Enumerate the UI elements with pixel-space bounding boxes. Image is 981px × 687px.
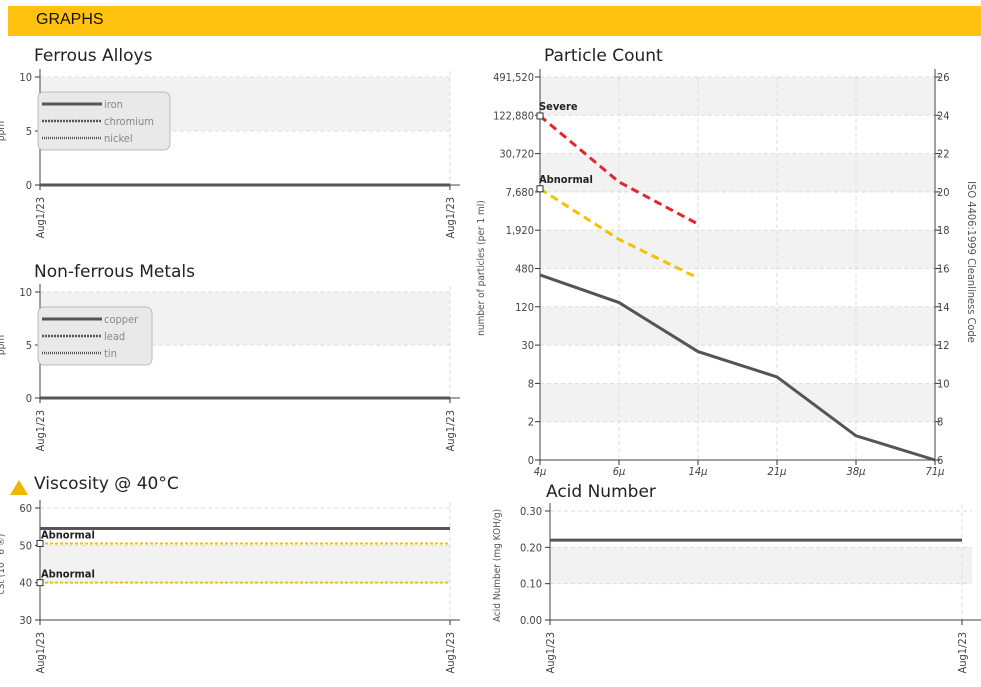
- viscosity-ytick-label: 60: [19, 502, 32, 515]
- ferrous-xtick-label: Aug1/23: [34, 197, 47, 239]
- nonferrous-y-axis-label: ppm: [0, 335, 7, 355]
- nonferrous-legend-label: copper: [104, 313, 139, 326]
- chart-title-particle: Particle Count: [544, 46, 663, 66]
- particle-limit-label: Abnormal: [539, 173, 593, 186]
- ferrous-legend-label: nickel: [104, 132, 133, 145]
- nonferrous-ytick-label: 0: [26, 392, 32, 405]
- particle-ytick-right-label: 8: [937, 416, 943, 429]
- particle-ytick-label: 30: [521, 339, 534, 352]
- nonferrous-ytick-label: 5: [26, 339, 32, 352]
- warning-triangle-icon: [10, 480, 28, 495]
- chart-title-acid: Acid Number: [546, 482, 656, 502]
- graphs-banner: GRAPHS: [8, 6, 981, 36]
- particle-xtick-label: 21μ: [768, 465, 787, 478]
- chart-title-viscosity: Viscosity @ 40°C: [34, 474, 179, 494]
- graphs-banner-title: GRAPHS: [36, 11, 104, 28]
- particle-ytick-right-label: 20: [937, 186, 950, 199]
- particle-ytick-right-label: 14: [937, 301, 950, 314]
- particle-ytick-right-label: 18: [937, 224, 950, 237]
- particle-limit-label: Severe: [539, 100, 578, 113]
- chart-title-nonferrous: Non-ferrous Metals: [34, 262, 196, 282]
- acid-ytick-label: 0.10: [520, 578, 542, 591]
- particle-y-axis-label: number of particles (per 1 ml): [476, 200, 487, 336]
- viscosity-xtick-label: Aug1/23: [34, 632, 47, 674]
- particle-band: [540, 77, 935, 116]
- viscosity-band: [40, 545, 450, 583]
- particle-xtick-label: 6μ: [613, 465, 626, 478]
- particle-xtick-label: 4μ: [534, 465, 547, 478]
- particle-ytick-right-label: 10: [937, 377, 950, 390]
- particle-series-line: [539, 273, 936, 462]
- viscosity-ytick-label: 30: [19, 614, 32, 627]
- acid-ytick-label: 0.30: [520, 505, 542, 518]
- particle-xtick-label: 38μ: [847, 465, 866, 478]
- ferrous-xtick-label: Aug1/23: [444, 197, 457, 239]
- ferrous-legend-label: iron: [104, 98, 123, 111]
- acid-xtick-label: Aug1/23: [956, 632, 969, 674]
- particle-band: [540, 383, 935, 422]
- particle-ytick-right-label: 22: [937, 148, 950, 161]
- acid-band: [550, 547, 972, 584]
- particle-xtick-label: 14μ: [689, 465, 708, 478]
- ferrous-ytick-label: 10: [19, 71, 32, 84]
- particle-band: [540, 306, 935, 346]
- particle-ytick-right-label: 12: [937, 339, 950, 352]
- nonferrous-legend-label: tin: [104, 347, 117, 360]
- particle-ytick-label: 2: [528, 416, 534, 429]
- particle-ytick-label: 491,520: [493, 71, 534, 84]
- nonferrous-xtick-label: Aug1/23: [34, 410, 47, 452]
- particle-ytick-right-label: 24: [937, 109, 950, 122]
- ferrous-legend-label: chromium: [104, 115, 154, 128]
- particle-ytick-label: 120: [515, 301, 534, 314]
- viscosity-xtick-label: Aug1/23: [444, 632, 457, 674]
- particle-y-axis-label-right: ISO 4406:1999 Cleanliness Code: [965, 181, 978, 343]
- viscosity-limit-label: Abnormal: [41, 528, 95, 541]
- viscosity-limit-marker: [36, 579, 44, 587]
- chart-title-ferrous: Ferrous Alloys: [34, 46, 153, 66]
- particle-severe-line: [539, 114, 699, 226]
- particle-band: [540, 153, 935, 192]
- nonferrous-ytick-label: 10: [19, 286, 32, 299]
- particle-abnormal-line: [539, 187, 699, 280]
- viscosity-limit-marker: [36, 539, 44, 547]
- viscosity-ytick-label: 50: [19, 539, 32, 552]
- particle-limit-marker: [536, 185, 544, 193]
- particle-ytick-label: 122,880: [493, 109, 534, 122]
- particle-ytick-label: 0: [528, 454, 534, 467]
- particle-ytick-label: 7,680: [506, 186, 534, 199]
- acid-ytick-label: 0.00: [520, 614, 542, 627]
- ferrous-ytick-label: 5: [26, 125, 32, 138]
- particle-xtick-label: 71μ: [926, 465, 945, 478]
- nonferrous-legend-label: lead: [104, 330, 125, 343]
- ferrous-ytick-label: 0: [26, 179, 32, 192]
- particle-ytick-label: 30,720: [499, 148, 534, 161]
- particle-ytick-label: 1,920: [506, 224, 534, 237]
- particle-ytick-label: 480: [515, 263, 534, 276]
- particle-ytick-right-label: 26: [937, 71, 950, 84]
- particle-ytick-right-label: 6: [937, 454, 943, 467]
- ferrous-legend-box: [37, 91, 171, 151]
- nonferrous-xtick-label: Aug1/23: [444, 410, 457, 452]
- particle-band: [540, 230, 935, 269]
- viscosity-y-axis-label: cSt (10^6 ®): [0, 534, 7, 595]
- particle-ytick-right-label: 16: [937, 263, 950, 276]
- viscosity-ytick-label: 40: [19, 577, 32, 590]
- acid-ytick-label: 0.20: [520, 541, 542, 554]
- particle-limit-marker: [536, 112, 544, 120]
- acid-xtick-label: Aug1/23: [544, 632, 557, 674]
- viscosity-limit-label: Abnormal: [41, 568, 95, 581]
- acid-y-axis-label: Acid Number (mg KOH/g): [492, 509, 503, 622]
- particle-ytick-label: 8: [528, 377, 534, 390]
- ferrous-y-axis-label: ppm: [0, 121, 7, 141]
